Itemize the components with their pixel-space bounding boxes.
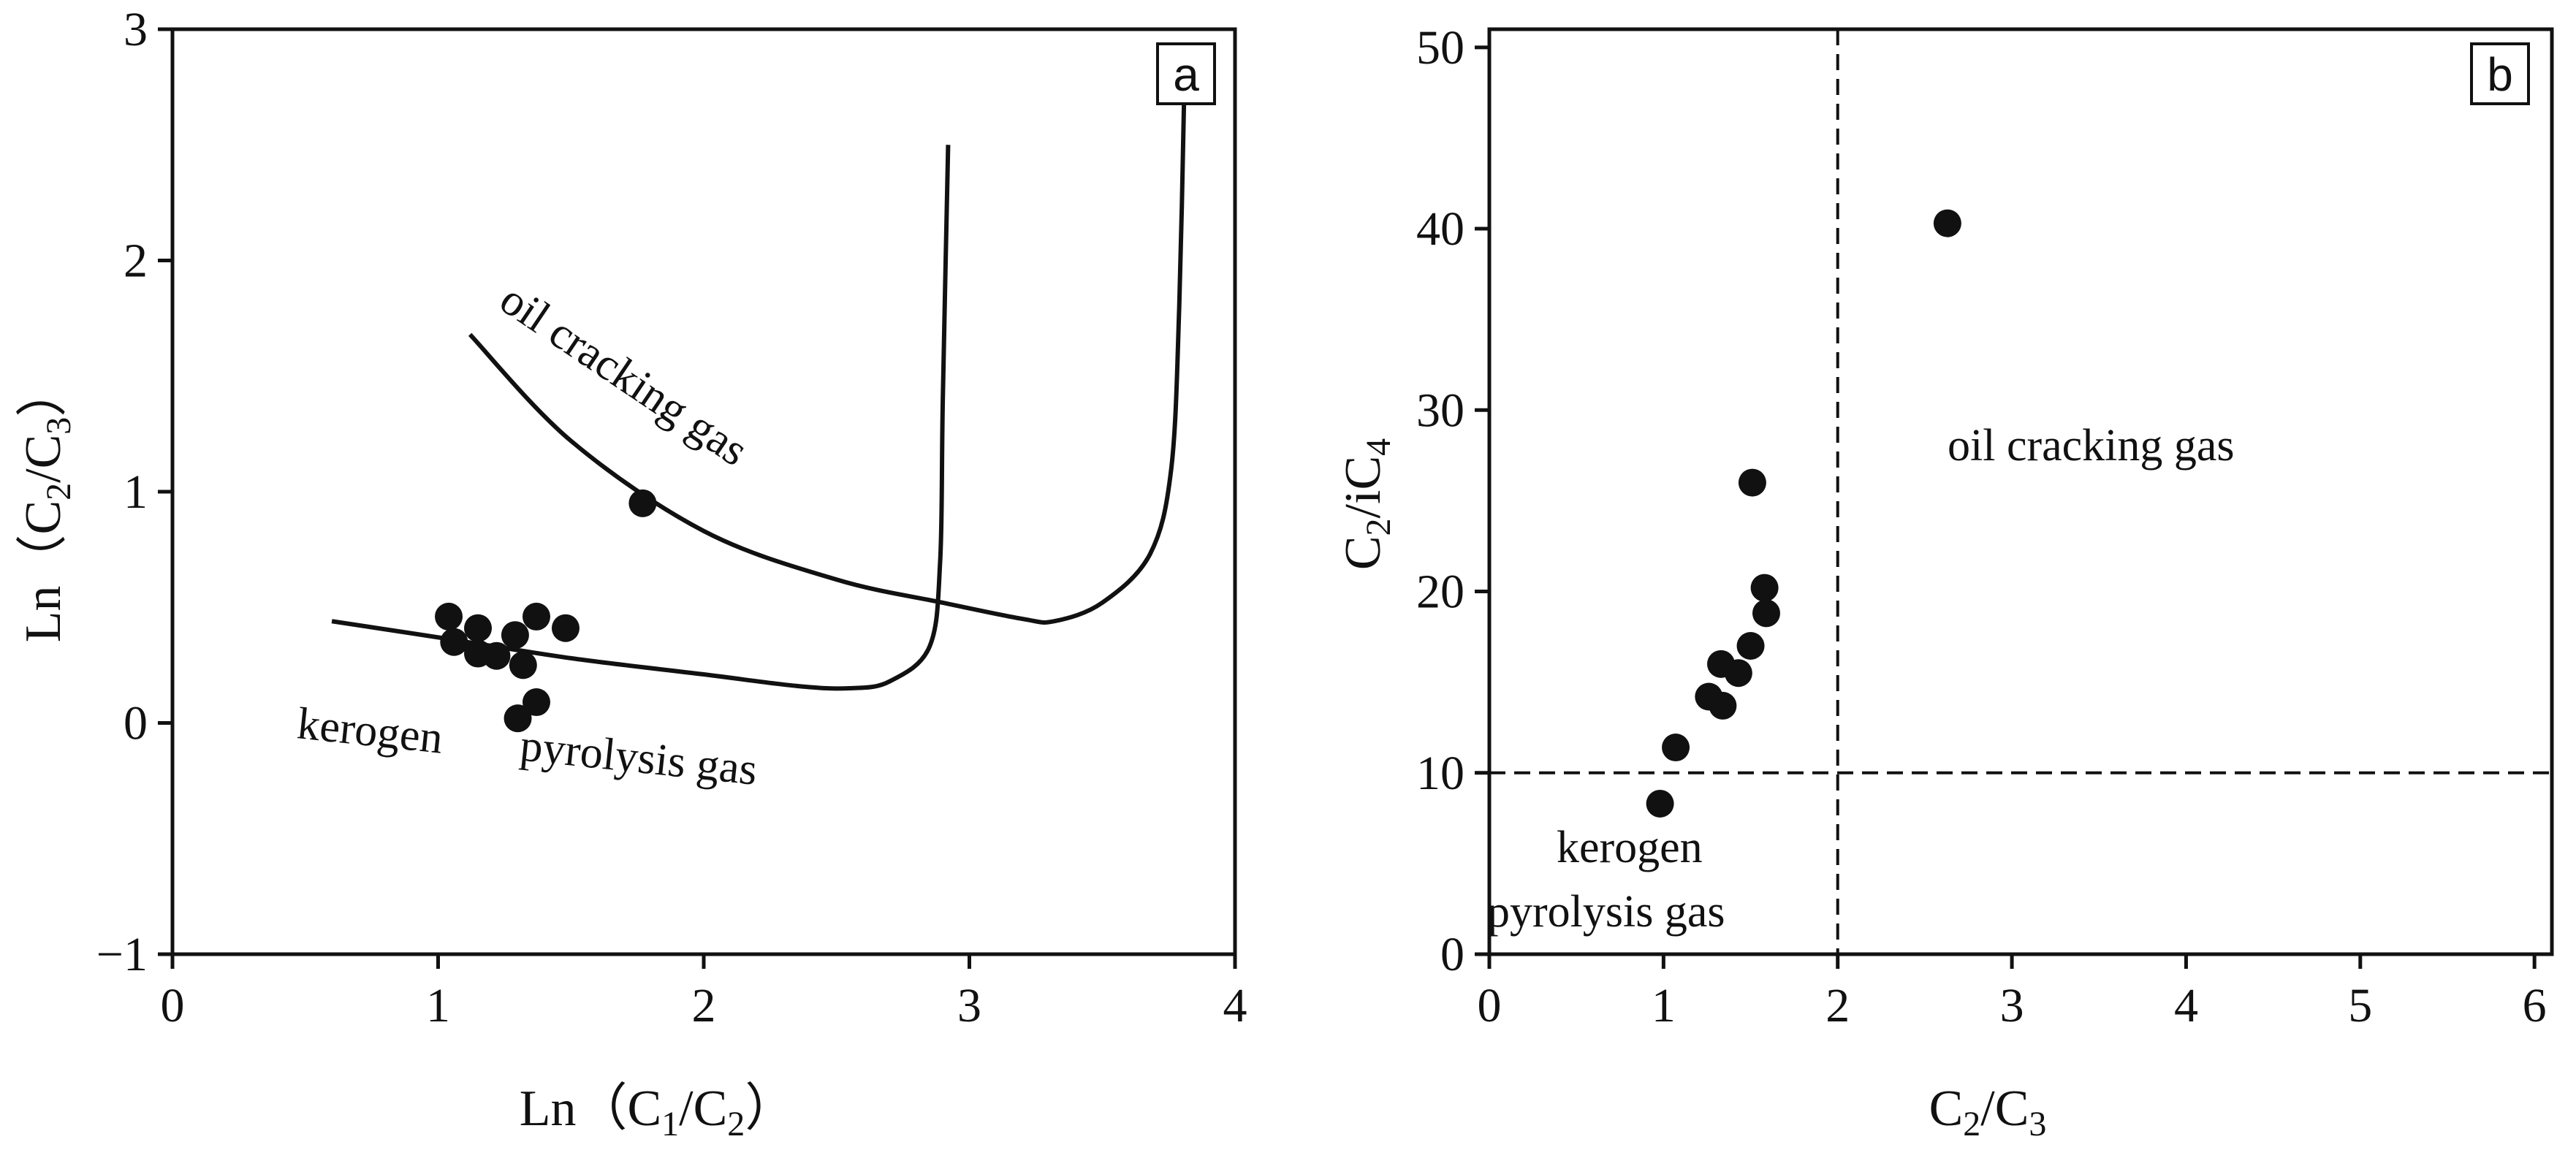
panel-a-x-tick-label: 1 [426,979,450,1032]
panel-b-x-tick-label: 4 [2174,979,2198,1032]
panel-a-x-tick-label: 3 [957,979,981,1032]
panel-b-y-tick-label: 50 [1416,21,1464,75]
panel-b-y-tick-label: 30 [1416,384,1464,437]
panel-b-y-axis-title: C2/iC4 [1335,438,1398,570]
panel-a-x-axis-title: Ln（C1/C2） [520,1081,797,1143]
panel-a-y-tick-label: 1 [124,465,148,519]
panel-a-plot-frame [170,27,1237,956]
panel-a-data-point [464,614,493,642]
panel-a-region-label-pyrolysis-gas: pyrolysis gas [518,720,760,795]
panel-b-x-tick-label: 1 [1652,979,1676,1032]
panel-b-x-tick-label: 2 [1825,979,1850,1032]
panel-b-data-point [1933,209,1961,237]
panel-b-letter-box: b [2470,42,2530,105]
panel-a-x-tick-label: 4 [1223,979,1247,1032]
panel-a-y-tick-label: −1 [96,928,148,981]
panel-b-data-point [1707,650,1736,678]
panel-b-region-label-pyrolysis-gas: pyrolysis gas [1487,887,1725,937]
panel-b-x-tick-label: 0 [1478,979,1502,1032]
panel-a-letter: a [1173,48,1199,101]
panel-a-data-point [482,641,511,670]
panel-b-x-tick-label: 5 [2348,979,2372,1032]
panel-a-data-point [504,704,532,733]
panel-a-region-label-oil-cracking: oil cracking gas [491,274,756,476]
panel-b-x-tick-label: 6 [2523,979,2547,1032]
panel-a-data-point [501,621,529,650]
panel-b-data-point [1736,632,1765,660]
panel-a-data-point [440,628,468,656]
panel-b-y-tick-label: 10 [1416,747,1464,800]
panel-a-data-point [522,688,550,717]
panel-a-boundary-kerogen-upper [331,145,951,691]
panel-a-x-tick-label: 0 [161,979,185,1032]
panel-b-data-point [1750,574,1779,602]
panel-b-x-axis-title: C2/C3 [1929,1081,2047,1143]
panel-a-data-point [522,602,550,631]
panel-a-letter-box: a [1156,42,1216,105]
panel-a-region-label-kerogen: kerogen [295,698,446,764]
panel-b-data-point [1662,734,1690,762]
panel-b-region-label-kerogen: kerogen [1557,823,1703,872]
panel-b-data-point [1709,691,1737,720]
panel-a-data-point [628,489,657,517]
panel-a-y-axis-title: Ln（C2/C3） [15,366,78,643]
panel-b-region-label-oil-cracking: oil cracking gas [1948,421,2235,471]
panel-b-y-tick-label: 20 [1416,566,1464,619]
panel-b-data-point [1752,599,1780,628]
panel-a-y-tick-label: 3 [124,3,148,56]
panel-a-x-tick-label: 2 [692,979,716,1032]
panel-a-y-tick-label: 0 [124,697,148,750]
panel-b-letter: b [2487,48,2513,101]
panel-b-data-point [1738,468,1766,497]
panel-a-data-point [509,651,537,679]
panel-a-y-tick-label: 2 [124,235,148,288]
panel-b-plot-frame [1487,27,2554,956]
panel-b-y-tick-label: 0 [1440,928,1464,981]
panel-b-x-tick-label: 3 [2000,979,2024,1032]
panel-a-data-point [551,614,580,642]
panel-b-data-point [1646,789,1674,818]
panel-a-data-point [435,602,463,631]
panel-b-y-tick-label: 40 [1416,202,1464,256]
panel-b: 0 1 2 3 4 5 6 0 10 20 30 40 50 oil cracking gas ker… [1335,21,2554,1143]
